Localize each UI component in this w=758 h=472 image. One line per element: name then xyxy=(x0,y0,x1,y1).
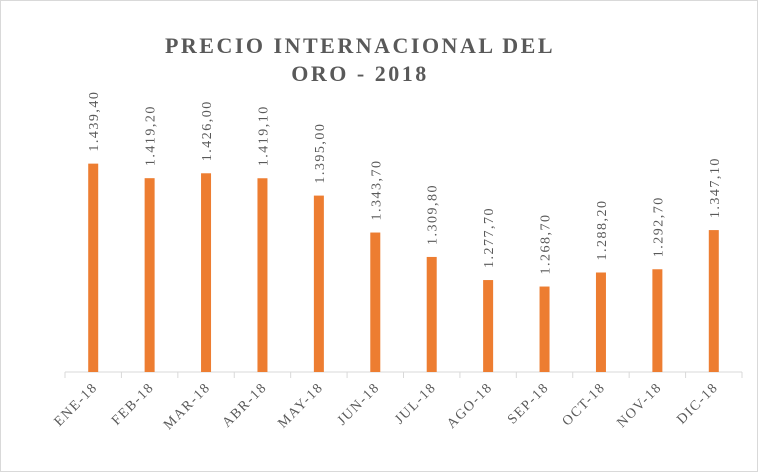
data-label: 1.288,20 xyxy=(595,199,610,260)
data-label: 1.268,70 xyxy=(539,214,554,275)
data-label: 1.292,70 xyxy=(651,196,666,257)
x-tick-label: JUL-18 xyxy=(392,380,439,427)
x-tick-label: NOV-18 xyxy=(614,380,665,431)
bar xyxy=(426,256,437,372)
bar xyxy=(313,195,324,372)
x-tick-label: ABR-18 xyxy=(220,380,271,431)
data-label: 1.347,10 xyxy=(708,157,723,218)
bar xyxy=(257,178,268,372)
bar xyxy=(652,269,663,372)
data-label: 1.343,70 xyxy=(369,160,384,221)
x-tick-label: FEB-18 xyxy=(109,380,157,428)
x-tick-label: OCT-18 xyxy=(560,380,609,429)
data-label: 1.309,80 xyxy=(426,184,441,245)
bar xyxy=(483,280,494,372)
data-label: 1.419,10 xyxy=(256,105,271,166)
x-tick-label: AGO-18 xyxy=(444,380,496,432)
x-tick-label: DIC-18 xyxy=(674,380,721,427)
data-label: 1.439,40 xyxy=(87,91,102,152)
bar xyxy=(708,230,719,372)
data-label: 1.419,20 xyxy=(144,105,159,166)
bar xyxy=(595,272,606,372)
x-tick-label: MAY-18 xyxy=(275,380,326,431)
x-tick-label: MAR-18 xyxy=(161,380,214,433)
chart-title: PRECIO INTERNACIONAL DEL ORO - 2018 xyxy=(164,33,556,86)
x-tick-label: JUN-18 xyxy=(335,380,383,428)
bar xyxy=(539,286,550,372)
bar xyxy=(370,232,381,372)
x-tick-label: ENE-18 xyxy=(52,380,101,429)
bar xyxy=(144,178,155,372)
data-label: 1.395,00 xyxy=(313,123,328,184)
bar xyxy=(88,163,99,372)
data-label: 1.277,70 xyxy=(482,207,497,268)
bar xyxy=(201,173,212,372)
x-tick-label: SEP-18 xyxy=(505,380,552,427)
data-label: 1.426,00 xyxy=(200,100,215,161)
